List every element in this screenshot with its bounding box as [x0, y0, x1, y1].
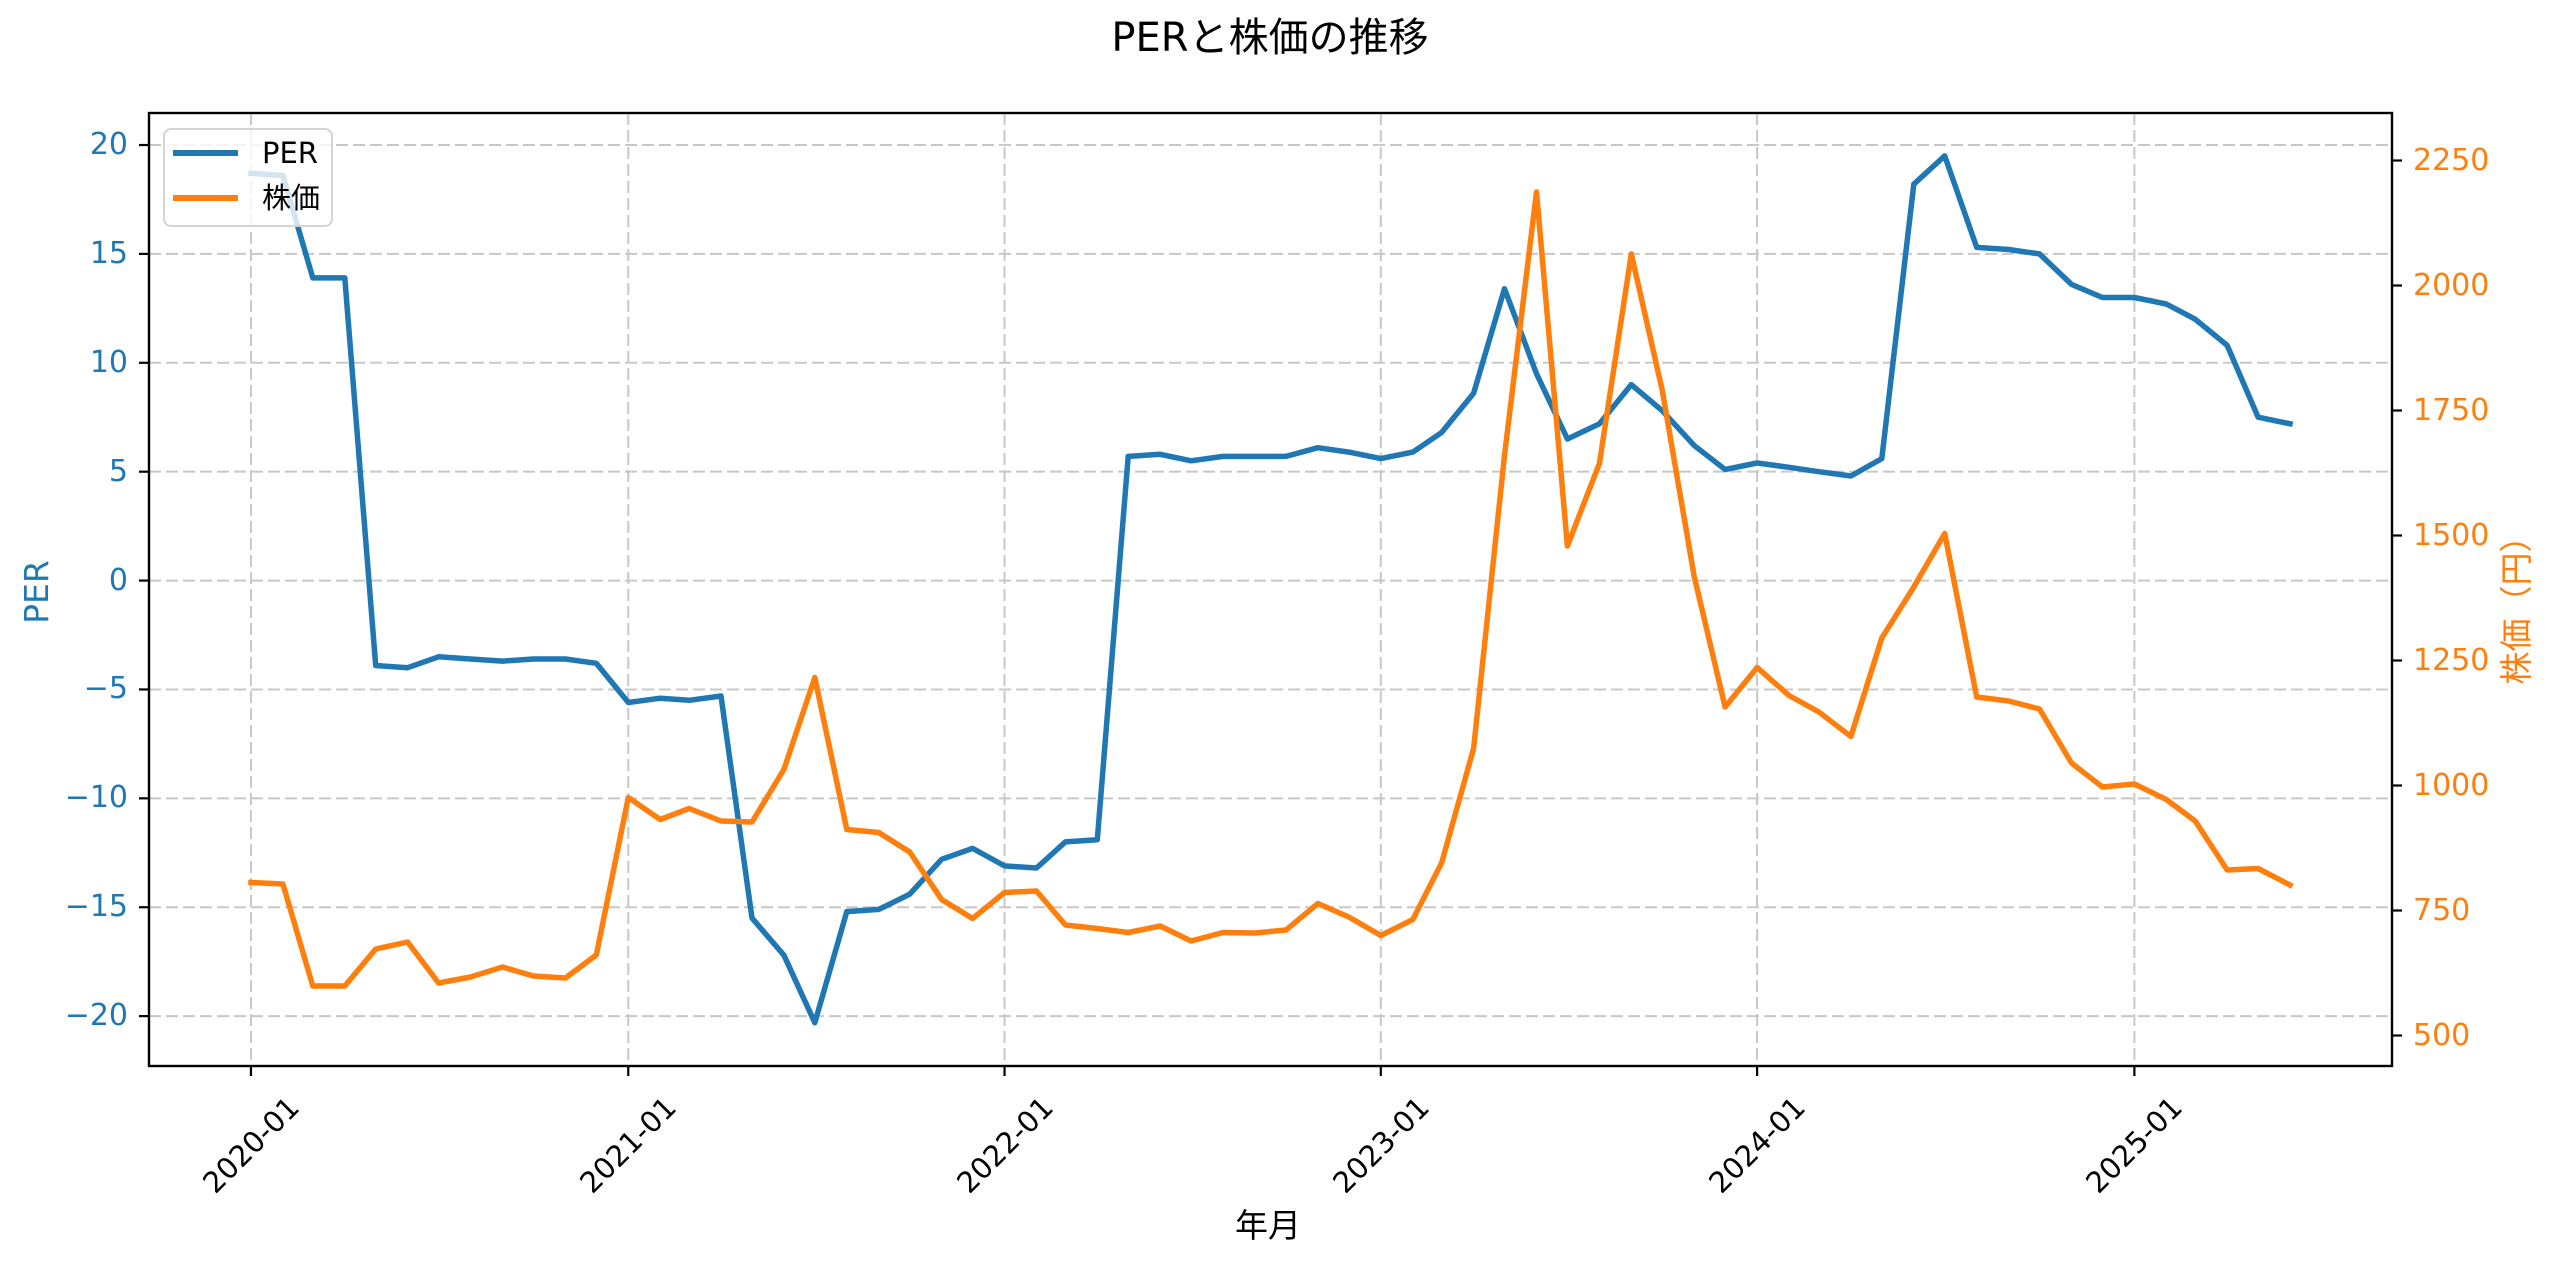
y-tick-label-left: −10	[64, 780, 128, 816]
y-tick-label-right: 1250	[2413, 642, 2490, 678]
y-tick-label-left: 10	[89, 344, 128, 380]
chart-title: PERと株価の推移	[1111, 15, 1429, 61]
y-axis-label-left: PER	[17, 560, 56, 624]
axes-spines	[147, 111, 2394, 1068]
stock-price-line	[248, 189, 2294, 989]
data-series	[248, 153, 2294, 1026]
y-tick-label-right: 1750	[2413, 392, 2490, 428]
legend-line-swatch-icon	[173, 195, 238, 201]
y-tick-label-left: 20	[89, 127, 128, 162]
y-tick-label-right: 1500	[2413, 517, 2490, 553]
y-tick-label-left: −20	[64, 998, 128, 1034]
legend-label: PER	[262, 136, 318, 170]
legend-item-stock-price: 株価	[165, 178, 331, 218]
legend-label: 株価	[262, 181, 321, 215]
y-tick-label-right: 2250	[2413, 142, 2490, 178]
y-tick-label-right: 750	[2413, 892, 2471, 928]
y-tick-label-right: 1000	[2413, 767, 2490, 803]
legend: PER 株価	[163, 128, 333, 227]
y-tick-label-right: 500	[2413, 1017, 2471, 1053]
legend-item-per: PER	[165, 133, 331, 173]
legend-line-swatch-icon	[173, 150, 238, 156]
y-tick-label-left: −5	[83, 671, 128, 707]
y-tick-label-left: 15	[89, 235, 128, 271]
y-tick-label-right: 2000	[2413, 267, 2490, 303]
per-line	[248, 153, 2294, 1026]
x-axis-label: 年月	[1235, 1206, 1301, 1245]
y-tick-label-left: 5	[108, 453, 128, 489]
y-axis-label-right: 株価（円）	[2497, 519, 2536, 685]
grid-lines	[149, 113, 2392, 1066]
y-tick-label-left: 0	[108, 562, 128, 598]
y-tick-label-left: −15	[64, 889, 128, 925]
axes-frame	[139, 111, 2402, 1076]
